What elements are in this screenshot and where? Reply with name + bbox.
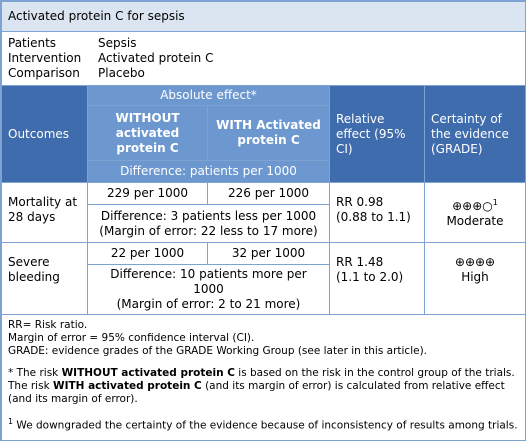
- pico-value: Sepsis: [98, 36, 137, 50]
- grade-symbols: ⊕⊕⊕○1: [431, 195, 519, 214]
- grade: High: [461, 270, 489, 284]
- text: (and its margin of error) is calculated …: [8, 380, 505, 405]
- symbols: ⊕⊕⊕⊕: [454, 255, 496, 269]
- emphasis: WITH activated protein C: [53, 380, 202, 392]
- pico-value: Placebo: [98, 66, 145, 80]
- text: * The risk: [8, 367, 62, 379]
- with-value: 226 per 1000: [207, 182, 330, 205]
- header-outcomes: Outcomes: [1, 85, 88, 183]
- footnote-1: 1 We downgraded the certainty of the evi…: [8, 415, 519, 433]
- pico-value: Activated protein C: [98, 51, 214, 65]
- certainty: ⊕⊕⊕⊕ High: [424, 242, 525, 315]
- pico-row: Comparison Placebo: [8, 66, 519, 81]
- without-value: 229 per 1000: [87, 182, 208, 205]
- footnotes: RR= Risk ratio. Margin of error = 95% con…: [1, 314, 525, 440]
- margin: (Margin of error: 22 less to 17 more): [99, 223, 318, 238]
- certainty: ⊕⊕⊕○1 Moderate: [424, 182, 525, 243]
- difference-text: Difference: 3 patients less per 1000: [100, 208, 317, 223]
- with-value: 32 per 1000: [207, 242, 330, 265]
- emphasis: WITHOUT activated protein C: [61, 367, 235, 379]
- abbr: Margin of error = 95% confidence interva…: [8, 332, 255, 344]
- header-difference: Difference: patients per 1000: [87, 160, 330, 183]
- title: Activated protein C for sepsis: [1, 1, 525, 32]
- text: We downgraded the certainty of the evide…: [13, 419, 518, 432]
- margin: (Margin of error: 2 to 21 more): [116, 297, 301, 311]
- difference: Difference: 3 patients less per 1000 (Mar…: [87, 204, 330, 243]
- header-relative: Relative effect (95% CI): [329, 85, 425, 183]
- ci: (1.1 to 2.0): [336, 270, 404, 284]
- difference: Difference: 10 patients more per 1000 (Ma…: [87, 264, 330, 315]
- symbols: ⊕⊕⊕○: [452, 199, 493, 213]
- relative-effect: RR 1.48 (1.1 to 2.0): [329, 242, 425, 315]
- abbr: GRADE: evidence grades of the GRADE Work…: [8, 345, 428, 357]
- footnote-star: * The risk WITHOUT activated protein C i…: [8, 367, 519, 406]
- header-without: WITHOUT activated protein C: [87, 105, 208, 161]
- outcome: Mortality at 28 days: [1, 182, 88, 243]
- outcome: Severe bleeding: [1, 242, 88, 315]
- pico-label: Comparison: [8, 66, 80, 80]
- without-value: 22 per 1000: [87, 242, 208, 265]
- difference-text: Difference: 10 patients more per 1000: [110, 267, 307, 296]
- note-mark: 1: [8, 417, 14, 426]
- ci: (0.88 to 1.1): [336, 210, 411, 224]
- header-absolute: Absolute effect*: [87, 85, 330, 106]
- abbreviations: RR= Risk ratio. Margin of error = 95% con…: [8, 319, 519, 358]
- text: is based on the risk in the control grou…: [8, 367, 515, 392]
- header-with: WITH Activated protein C: [207, 105, 330, 161]
- pico-label: Intervention: [8, 51, 82, 65]
- pico: Patients Sepsis Intervention Activated pro…: [1, 31, 525, 86]
- pico-label: Patients: [8, 36, 57, 50]
- rr: RR 1.48: [336, 255, 384, 269]
- note-mark: 1: [492, 198, 498, 207]
- relative-effect: RR 0.98 (0.88 to 1.1): [329, 182, 425, 243]
- grade: Moderate: [446, 214, 504, 228]
- header-certainty: Certainty of the evidence (GRADE): [424, 85, 525, 183]
- pico-row: Patients Sepsis: [8, 36, 519, 51]
- pico-row: Intervention Activated protein C: [8, 51, 519, 66]
- rr: RR 0.98: [336, 195, 384, 209]
- abbr: RR= Risk ratio.: [8, 319, 88, 331]
